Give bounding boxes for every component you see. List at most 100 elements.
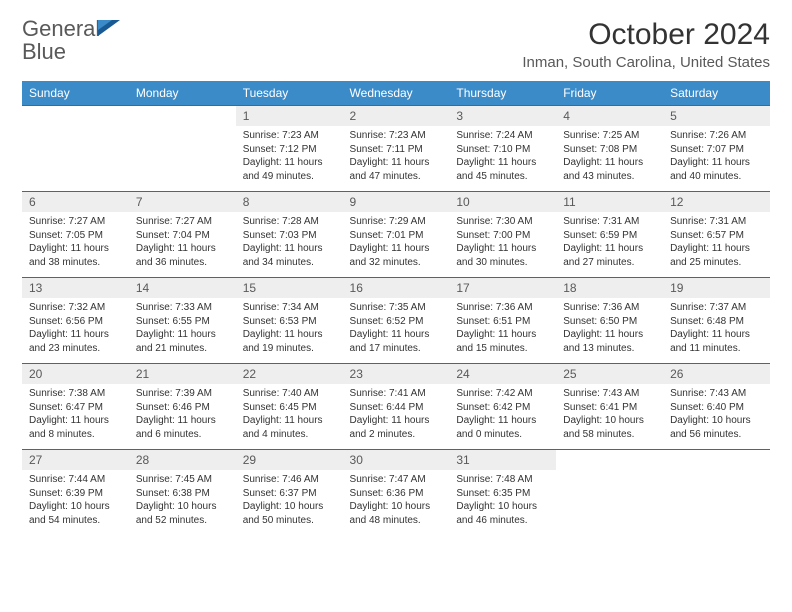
calendar-cell: 4Sunrise: 7:25 AMSunset: 7:08 PMDaylight… <box>556 106 663 192</box>
day-details: Sunrise: 7:33 AMSunset: 6:55 PMDaylight:… <box>129 298 236 359</box>
day-number: 14 <box>129 278 236 298</box>
title-block: October 2024 Inman, South Carolina, Unit… <box>522 18 770 71</box>
calendar-body: 1Sunrise: 7:23 AMSunset: 7:12 PMDaylight… <box>22 106 770 536</box>
day-details: Sunrise: 7:43 AMSunset: 6:41 PMDaylight:… <box>556 384 663 445</box>
location-text: Inman, South Carolina, United States <box>522 54 770 71</box>
calendar-cell: 3Sunrise: 7:24 AMSunset: 7:10 PMDaylight… <box>449 106 556 192</box>
day-number: 24 <box>449 364 556 384</box>
day-details: Sunrise: 7:23 AMSunset: 7:11 PMDaylight:… <box>343 126 450 187</box>
calendar-cell: 13Sunrise: 7:32 AMSunset: 6:56 PMDayligh… <box>22 278 129 364</box>
day-details: Sunrise: 7:45 AMSunset: 6:38 PMDaylight:… <box>129 470 236 531</box>
calendar-cell: 8Sunrise: 7:28 AMSunset: 7:03 PMDaylight… <box>236 192 343 278</box>
day-number: 15 <box>236 278 343 298</box>
day-number: 7 <box>129 192 236 212</box>
month-title: October 2024 <box>522 18 770 52</box>
calendar-cell: 12Sunrise: 7:31 AMSunset: 6:57 PMDayligh… <box>663 192 770 278</box>
calendar-cell: 28Sunrise: 7:45 AMSunset: 6:38 PMDayligh… <box>129 450 236 536</box>
day-details: Sunrise: 7:23 AMSunset: 7:12 PMDaylight:… <box>236 126 343 187</box>
day-number: 25 <box>556 364 663 384</box>
calendar-cell <box>556 450 663 536</box>
calendar-cell: 20Sunrise: 7:38 AMSunset: 6:47 PMDayligh… <box>22 364 129 450</box>
calendar-cell: 5Sunrise: 7:26 AMSunset: 7:07 PMDaylight… <box>663 106 770 192</box>
day-details: Sunrise: 7:34 AMSunset: 6:53 PMDaylight:… <box>236 298 343 359</box>
day-details: Sunrise: 7:29 AMSunset: 7:01 PMDaylight:… <box>343 212 450 273</box>
day-number: 27 <box>22 450 129 470</box>
day-number: 2 <box>343 106 450 126</box>
calendar-row: 20Sunrise: 7:38 AMSunset: 6:47 PMDayligh… <box>22 364 770 450</box>
day-number: 9 <box>343 192 450 212</box>
calendar-cell <box>663 450 770 536</box>
calendar-row: 6Sunrise: 7:27 AMSunset: 7:05 PMDaylight… <box>22 192 770 278</box>
calendar-cell: 31Sunrise: 7:48 AMSunset: 6:35 PMDayligh… <box>449 450 556 536</box>
calendar-cell: 11Sunrise: 7:31 AMSunset: 6:59 PMDayligh… <box>556 192 663 278</box>
calendar-cell: 24Sunrise: 7:42 AMSunset: 6:42 PMDayligh… <box>449 364 556 450</box>
day-details: Sunrise: 7:35 AMSunset: 6:52 PMDaylight:… <box>343 298 450 359</box>
calendar-cell: 2Sunrise: 7:23 AMSunset: 7:11 PMDaylight… <box>343 106 450 192</box>
day-number: 1 <box>236 106 343 126</box>
day-number: 18 <box>556 278 663 298</box>
day-details: Sunrise: 7:25 AMSunset: 7:08 PMDaylight:… <box>556 126 663 187</box>
calendar-cell: 21Sunrise: 7:39 AMSunset: 6:46 PMDayligh… <box>129 364 236 450</box>
day-number: 13 <box>22 278 129 298</box>
day-number: 16 <box>343 278 450 298</box>
day-details: Sunrise: 7:38 AMSunset: 6:47 PMDaylight:… <box>22 384 129 445</box>
day-details: Sunrise: 7:31 AMSunset: 6:57 PMDaylight:… <box>663 212 770 273</box>
dayname-0: Sunday <box>22 81 129 106</box>
day-number: 3 <box>449 106 556 126</box>
day-details: Sunrise: 7:41 AMSunset: 6:44 PMDaylight:… <box>343 384 450 445</box>
day-details: Sunrise: 7:40 AMSunset: 6:45 PMDaylight:… <box>236 384 343 445</box>
day-number: 31 <box>449 450 556 470</box>
day-number: 21 <box>129 364 236 384</box>
logo-text-1: General <box>22 16 100 41</box>
calendar-cell <box>129 106 236 192</box>
day-details: Sunrise: 7:43 AMSunset: 6:40 PMDaylight:… <box>663 384 770 445</box>
logo-text-2: Blue <box>22 39 66 64</box>
calendar-cell: 16Sunrise: 7:35 AMSunset: 6:52 PMDayligh… <box>343 278 450 364</box>
day-details: Sunrise: 7:36 AMSunset: 6:50 PMDaylight:… <box>556 298 663 359</box>
day-details: Sunrise: 7:44 AMSunset: 6:39 PMDaylight:… <box>22 470 129 531</box>
day-number: 20 <box>22 364 129 384</box>
day-number: 28 <box>129 450 236 470</box>
day-number: 26 <box>663 364 770 384</box>
calendar-cell <box>22 106 129 192</box>
calendar-table: SundayMondayTuesdayWednesdayThursdayFrid… <box>22 81 770 536</box>
day-details: Sunrise: 7:30 AMSunset: 7:00 PMDaylight:… <box>449 212 556 273</box>
day-details: Sunrise: 7:27 AMSunset: 7:04 PMDaylight:… <box>129 212 236 273</box>
calendar-cell: 14Sunrise: 7:33 AMSunset: 6:55 PMDayligh… <box>129 278 236 364</box>
calendar-cell: 25Sunrise: 7:43 AMSunset: 6:41 PMDayligh… <box>556 364 663 450</box>
calendar-cell: 9Sunrise: 7:29 AMSunset: 7:01 PMDaylight… <box>343 192 450 278</box>
calendar-cell: 10Sunrise: 7:30 AMSunset: 7:00 PMDayligh… <box>449 192 556 278</box>
day-details: Sunrise: 7:28 AMSunset: 7:03 PMDaylight:… <box>236 212 343 273</box>
day-details: Sunrise: 7:47 AMSunset: 6:36 PMDaylight:… <box>343 470 450 531</box>
day-number: 10 <box>449 192 556 212</box>
dayname-4: Thursday <box>449 81 556 106</box>
day-number: 22 <box>236 364 343 384</box>
calendar-cell: 17Sunrise: 7:36 AMSunset: 6:51 PMDayligh… <box>449 278 556 364</box>
calendar-cell: 15Sunrise: 7:34 AMSunset: 6:53 PMDayligh… <box>236 278 343 364</box>
day-number: 17 <box>449 278 556 298</box>
day-details: Sunrise: 7:26 AMSunset: 7:07 PMDaylight:… <box>663 126 770 187</box>
logo-text: General Blue <box>22 18 120 64</box>
day-details: Sunrise: 7:31 AMSunset: 6:59 PMDaylight:… <box>556 212 663 273</box>
day-number: 4 <box>556 106 663 126</box>
calendar-cell: 23Sunrise: 7:41 AMSunset: 6:44 PMDayligh… <box>343 364 450 450</box>
dayname-3: Wednesday <box>343 81 450 106</box>
calendar-cell: 27Sunrise: 7:44 AMSunset: 6:39 PMDayligh… <box>22 450 129 536</box>
logo: General Blue <box>22 18 120 64</box>
calendar-row: 13Sunrise: 7:32 AMSunset: 6:56 PMDayligh… <box>22 278 770 364</box>
dayname-5: Friday <box>556 81 663 106</box>
dayname-1: Monday <box>129 81 236 106</box>
dayname-6: Saturday <box>663 81 770 106</box>
calendar-cell: 1Sunrise: 7:23 AMSunset: 7:12 PMDaylight… <box>236 106 343 192</box>
calendar-cell: 26Sunrise: 7:43 AMSunset: 6:40 PMDayligh… <box>663 364 770 450</box>
calendar-head: SundayMondayTuesdayWednesdayThursdayFrid… <box>22 81 770 106</box>
logo-triangle-icon <box>98 16 120 36</box>
day-details: Sunrise: 7:37 AMSunset: 6:48 PMDaylight:… <box>663 298 770 359</box>
day-details: Sunrise: 7:24 AMSunset: 7:10 PMDaylight:… <box>449 126 556 187</box>
calendar-cell: 22Sunrise: 7:40 AMSunset: 6:45 PMDayligh… <box>236 364 343 450</box>
calendar-page: General Blue October 2024 Inman, South C… <box>0 0 792 554</box>
calendar-cell: 29Sunrise: 7:46 AMSunset: 6:37 PMDayligh… <box>236 450 343 536</box>
day-number: 19 <box>663 278 770 298</box>
day-details: Sunrise: 7:39 AMSunset: 6:46 PMDaylight:… <box>129 384 236 445</box>
day-details: Sunrise: 7:27 AMSunset: 7:05 PMDaylight:… <box>22 212 129 273</box>
